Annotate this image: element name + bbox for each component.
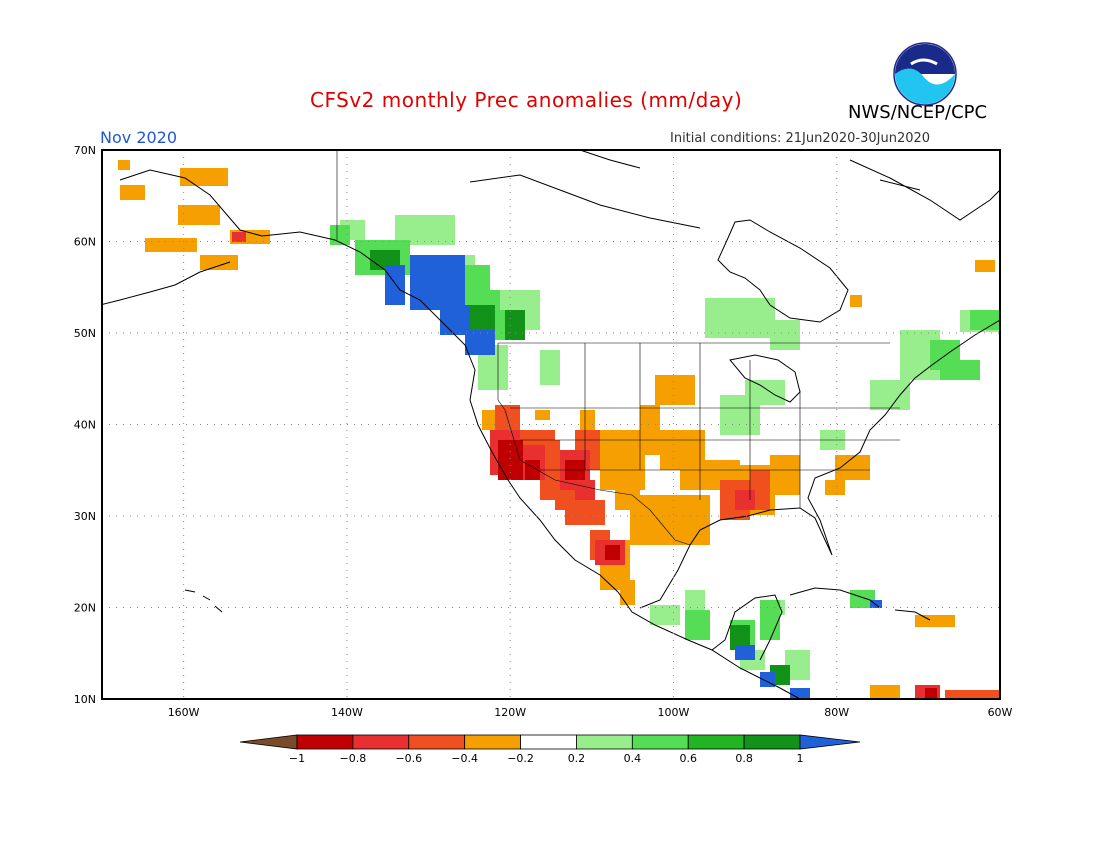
- anomaly-patch-dry-weak: [482, 260, 995, 699]
- colorbar-label: −0.2: [507, 752, 534, 765]
- cuba: [789, 587, 881, 609]
- anomaly-patch-wet-extreme: [385, 255, 882, 699]
- colorbar-swatch: [352, 734, 410, 750]
- anomaly-patch-wet-strong: [370, 250, 790, 685]
- colorbar-swatch: [631, 734, 689, 750]
- colorbar-high-arrow: [799, 734, 861, 750]
- greenland-edge: [849, 159, 1000, 221]
- coastlines: [102, 150, 1000, 699]
- colorbar-swatch: [464, 734, 521, 750]
- lon-label: 160W: [168, 706, 200, 719]
- anomaly-patches: [118, 160, 1000, 699]
- lon-label: 80W: [824, 706, 849, 719]
- anomaly-patch-dry-mid: [232, 232, 246, 242]
- colorbar-label: −0.4: [451, 752, 478, 765]
- lat-lon-grid: [102, 150, 1000, 699]
- colorbar-label: 0.8: [735, 752, 753, 765]
- lat-label: 20N: [74, 602, 96, 615]
- lon-label: 100W: [658, 706, 690, 719]
- noaa-logo: [893, 42, 957, 106]
- map-title: CFSv2 monthly Prec anomalies (mm/day): [310, 88, 743, 112]
- colorbar-label: −1: [289, 752, 305, 765]
- lat-label: 10N: [74, 693, 96, 706]
- colorbar-label: 0.2: [568, 752, 586, 765]
- colorbar-swatch: [576, 734, 633, 750]
- forecast-month: Nov 2020: [100, 128, 178, 147]
- political-borders: [336, 150, 900, 546]
- great-lakes: [729, 354, 801, 403]
- lat-label: 70N: [74, 144, 96, 157]
- anomaly-patch-dry-mid: [490, 430, 940, 699]
- gulf-coast: [639, 319, 1000, 609]
- initial-conditions: Initial conditions: 21Jun2020-30Jun2020: [670, 131, 931, 146]
- colorbar-label: 0.4: [624, 752, 642, 765]
- colorbar-swatch: [743, 734, 801, 750]
- plot-frame: [101, 149, 1001, 700]
- hispaniola: [894, 609, 931, 621]
- colorbar-swatch: [408, 734, 466, 750]
- colorbar-swatch: [296, 734, 354, 750]
- lon-label: 60W: [988, 706, 1013, 719]
- agency-label: NWS/NCEP/CPC: [848, 102, 988, 123]
- hudson-bay: [717, 219, 849, 323]
- latitude-labels: 70N 60N 50N 40N 30N 20N 10N: [74, 144, 96, 706]
- lat-label: 50N: [74, 327, 96, 340]
- yucatan-coast: [711, 594, 783, 661]
- colorbar-label: −0.6: [395, 752, 422, 765]
- colorbar-low-arrow: [239, 734, 298, 750]
- colorbar-label: 1: [797, 752, 804, 765]
- lat-label: 30N: [74, 510, 96, 523]
- colorbar-label: −0.8: [340, 752, 367, 765]
- lat-label: 60N: [74, 236, 96, 249]
- lat-label: 40N: [74, 419, 96, 432]
- anomaly-patch-dry-weak: [118, 160, 270, 270]
- colorbar-label: 0.6: [679, 752, 697, 765]
- colorbar: −1 −0.8 −0.6 −0.4 −0.2 0.2 0.4 0.6 0.8 1: [239, 734, 861, 765]
- lon-label: 140W: [331, 706, 363, 719]
- aleutians: [102, 261, 231, 306]
- colorbar-swatch: [520, 734, 577, 750]
- lon-label: 120W: [494, 706, 526, 719]
- north-america-coastline: [119, 169, 801, 699]
- longitude-labels: 160W 140W 120W 100W 80W 60W: [168, 706, 1013, 719]
- hawaii: [184, 589, 223, 613]
- colorbar-swatch: [687, 734, 745, 750]
- anomaly-patch-wet-mid: [330, 225, 1000, 650]
- arctic-islands: [469, 150, 921, 229]
